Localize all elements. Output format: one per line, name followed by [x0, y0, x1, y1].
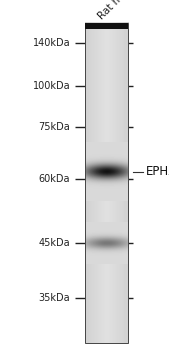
Text: 140kDa: 140kDa: [32, 38, 70, 48]
FancyBboxPatch shape: [84, 23, 128, 29]
Text: 45kDa: 45kDa: [39, 238, 70, 248]
Text: EPHX2: EPHX2: [146, 165, 169, 178]
Text: 35kDa: 35kDa: [39, 293, 70, 303]
Text: Rat heart: Rat heart: [96, 0, 137, 21]
Text: 60kDa: 60kDa: [39, 174, 70, 184]
Text: 100kDa: 100kDa: [32, 81, 70, 91]
Text: 75kDa: 75kDa: [38, 122, 70, 132]
